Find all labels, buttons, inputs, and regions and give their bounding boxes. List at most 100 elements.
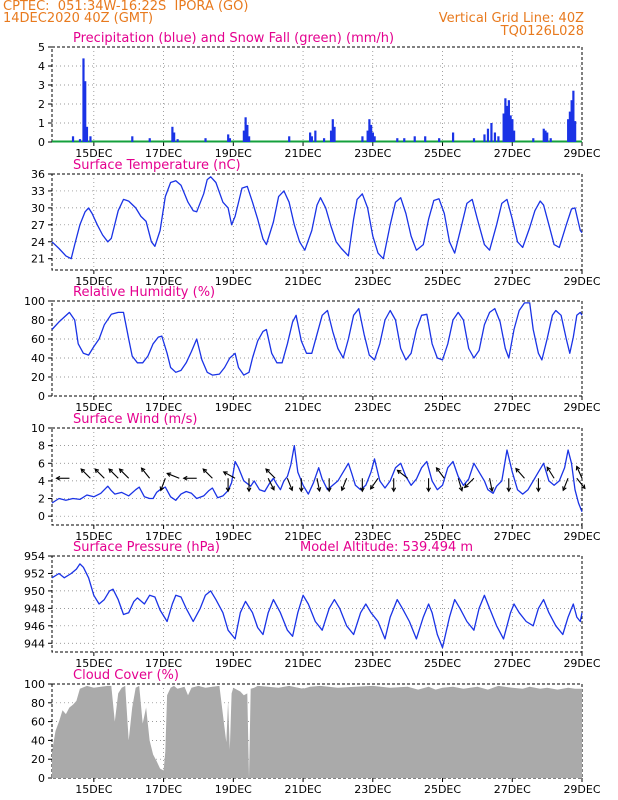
wind-arrow xyxy=(159,478,166,492)
header-product-code: TQ0126L028 xyxy=(500,24,584,39)
humidity-xtick-label: 29DEC xyxy=(563,401,600,414)
precip-bar xyxy=(85,126,89,142)
wind-arrow xyxy=(391,478,397,493)
humidity-xtick-label: 19DEC xyxy=(215,401,252,414)
precip-xtick-label: 19DEC xyxy=(215,147,252,160)
temperature-xtick-label: 23DEC xyxy=(354,275,391,288)
pressure-ytick-label: 954 xyxy=(24,550,45,563)
wind-arrow xyxy=(182,475,197,481)
wind-arrow-shaft xyxy=(160,478,166,491)
precip-ytick-label: 1 xyxy=(38,117,45,130)
wind-arrow-head xyxy=(458,486,464,492)
wind-arrow-head xyxy=(159,486,165,492)
temperature-xtick-label: 19DEC xyxy=(215,275,252,288)
wind-xtick-label: 15DEC xyxy=(75,530,112,543)
wind-arrow xyxy=(562,478,569,492)
cloud-ytick-label: 80 xyxy=(31,697,45,710)
precip-bar xyxy=(507,100,510,142)
wind-arrow-shaft xyxy=(489,478,493,492)
precip-xtick-label: 25DEC xyxy=(424,147,461,160)
wind-arrow-head xyxy=(166,472,172,477)
wind-arrow-head xyxy=(94,468,100,474)
wind-arrow-shaft xyxy=(202,468,213,479)
temperature-ytick-label: 24 xyxy=(31,236,45,249)
wind-arrow-head xyxy=(340,486,346,492)
cloud-xtick-label: 17DEC xyxy=(145,783,182,796)
precip-bar xyxy=(204,138,207,142)
precip-bar xyxy=(246,124,249,142)
precip-bar xyxy=(570,100,573,142)
precip-ytick-label: 2 xyxy=(38,98,45,111)
wind-arrow xyxy=(202,468,213,479)
precip-bar xyxy=(451,132,455,142)
wind-arrow xyxy=(369,477,379,490)
precip-bar xyxy=(511,119,514,142)
precip-bar xyxy=(413,136,416,142)
wind-arrow xyxy=(222,471,236,479)
wind-arrow-shaft xyxy=(546,466,555,479)
precip-bar xyxy=(373,136,376,142)
wind-arrow xyxy=(546,466,555,479)
cloud-ytick-label: 40 xyxy=(31,734,45,747)
wind-arrow-shaft xyxy=(286,478,293,491)
pressure-xtick-label: 25DEC xyxy=(424,657,461,670)
precip-bar xyxy=(173,132,176,142)
pressure-xtick-label: 29DEC xyxy=(563,657,600,670)
wind-arrow xyxy=(515,467,525,479)
precip-bar xyxy=(532,138,535,142)
precip-bar xyxy=(322,138,326,142)
humidity-ytick-label: 0 xyxy=(38,390,45,403)
wind-arrow-head xyxy=(55,475,61,481)
wind-arrow-head xyxy=(546,466,551,472)
wind-arrow xyxy=(326,478,332,493)
precip-bar xyxy=(490,123,493,142)
wind-arrow-shaft xyxy=(464,477,475,488)
precip-bar xyxy=(438,138,441,142)
precip-bar xyxy=(483,134,486,142)
wind-arrow xyxy=(286,478,294,492)
precip-bar xyxy=(361,136,364,142)
cloud-xtick-label: 15DEC xyxy=(75,783,112,796)
humidity-ytick-label: 80 xyxy=(31,314,45,327)
wind-arrow-head xyxy=(316,487,322,493)
precip-bar xyxy=(513,130,516,142)
wind-xtick-label: 29DEC xyxy=(563,530,600,543)
panel-cloud: 0 20 40 60 80 100 15DEC 17DEC 19DEC 21DEC 23DEC 25D… xyxy=(24,668,601,796)
pressure-series-line xyxy=(51,563,583,649)
wind-arrow xyxy=(463,477,475,489)
temperature-ytick-label: 30 xyxy=(31,202,45,215)
temperature-frame xyxy=(51,173,583,271)
wind-arrow-shaft xyxy=(265,468,276,479)
pressure-title: Surface Pressure (hPa) xyxy=(73,540,220,555)
wind-arrow-head xyxy=(326,487,332,493)
wind-arrow xyxy=(225,478,231,493)
wind-arrow-head xyxy=(118,468,124,474)
precip-frame xyxy=(51,46,583,143)
wind-arrow-shaft xyxy=(80,468,91,479)
humidity-ytick-label: 20 xyxy=(31,371,45,384)
wind-arrow xyxy=(246,478,252,493)
cloud-xtick-label: 25DEC xyxy=(424,783,461,796)
temperature-ytick-label: 27 xyxy=(31,219,45,232)
wind-arrow-shaft xyxy=(576,477,586,489)
panel-pressure: 944 946 948 950 952 954 15DEC 17DEC 19DEC 21DEC 23… xyxy=(24,540,601,670)
humidity-xtick-label: 15DEC xyxy=(75,401,112,414)
wind-ytick-label: 2 xyxy=(38,493,45,506)
precip-bar xyxy=(242,130,245,142)
pressure-xtick-label: 19DEC xyxy=(215,657,252,670)
precip-bar xyxy=(333,126,336,142)
wind-arrow xyxy=(426,478,431,493)
precip-bar xyxy=(368,119,371,142)
cloud-title: Cloud Cover (%) xyxy=(73,668,179,683)
wind-arrow xyxy=(166,472,180,479)
precip-bar xyxy=(542,128,545,142)
wind-arrow xyxy=(536,478,541,493)
wind-arrow-head xyxy=(182,475,188,481)
wind-arrow-head xyxy=(515,467,520,473)
header-date-line: 14DEC2020 40Z (GMT) xyxy=(3,11,154,26)
precip-bar xyxy=(502,113,505,142)
precip-bar xyxy=(370,124,373,142)
wind-arrow xyxy=(265,468,276,479)
precip-bar xyxy=(131,136,134,142)
